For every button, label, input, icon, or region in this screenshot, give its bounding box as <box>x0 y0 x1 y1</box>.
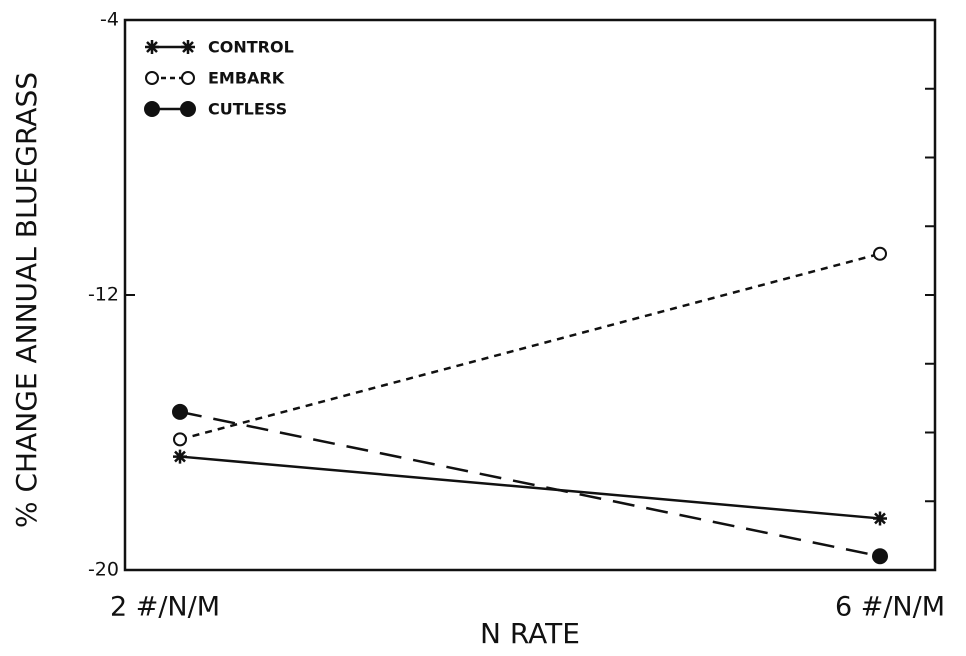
y-tick-label: -20 <box>88 559 119 581</box>
point-marker <box>173 432 187 447</box>
legend-label: CUTLESS <box>208 100 287 119</box>
x-axis-title: N RATE <box>480 617 580 650</box>
point-marker <box>172 403 188 420</box>
point-marker <box>173 449 187 464</box>
series-line <box>179 252 881 441</box>
series-line <box>179 410 881 558</box>
legend-marker <box>180 101 196 117</box>
legend-marker <box>181 40 195 54</box>
y-tick-label: -4 <box>100 9 119 31</box>
point-marker <box>873 246 887 261</box>
legend-label: EMBARK <box>208 69 285 88</box>
x-tick-label: 2 #/N/M <box>110 592 220 623</box>
series-line <box>179 455 881 520</box>
legend-label: CONTROL <box>208 38 294 57</box>
legend-marker <box>181 71 195 85</box>
legend-marker <box>144 101 160 117</box>
point-marker <box>873 511 887 526</box>
point-marker <box>872 548 888 565</box>
y-axis-title: % CHANGE ANNUAL BLUEGRASS <box>10 72 43 528</box>
y-tick-label: -12 <box>88 284 119 306</box>
legend-marker <box>145 71 159 85</box>
x-tick-label: 6 #/N/M <box>835 592 945 623</box>
legend-marker <box>145 40 159 54</box>
